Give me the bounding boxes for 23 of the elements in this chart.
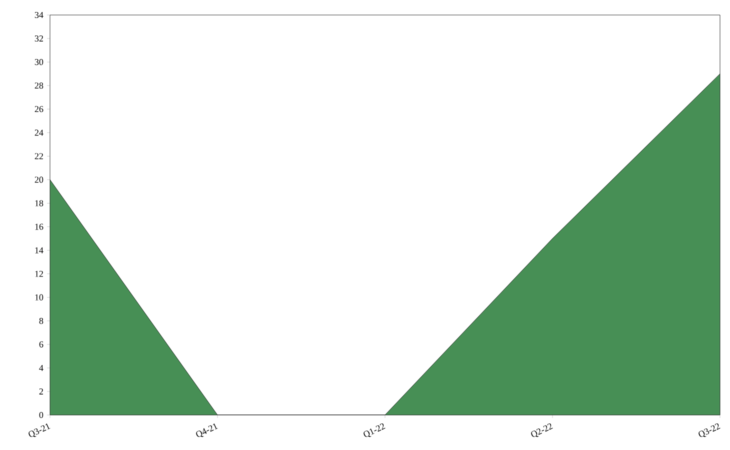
y-tick-label: 34 [34, 12, 44, 18]
y-tick-label: 24 [34, 130, 44, 136]
x-tick-label: Q3-22 [698, 423, 720, 437]
y-tick-label: 20 [34, 176, 44, 183]
y-tick-label: 6 [39, 341, 44, 348]
y-tick-label: 16 [35, 224, 44, 230]
y-tick-label: 10 [35, 294, 44, 300]
y-tick-label: 0 [39, 412, 44, 418]
y-tick-label: 28 [34, 82, 44, 89]
y-tick-label: 2 [39, 388, 43, 394]
y-tick-label: 32 [34, 36, 43, 42]
x-tick-label: Q3-21 [28, 423, 50, 437]
x-tick-label: Q2-22 [531, 423, 553, 437]
y-tick-label: 12 [35, 270, 43, 277]
y-tick-label: 30 [34, 59, 44, 66]
x-tick-label: Q4-21 [196, 423, 218, 437]
y-tick-label: 26 [34, 106, 44, 112]
y-tick-label: 14 [35, 247, 44, 254]
y-tick-label: 4 [39, 364, 44, 371]
y-tick-label: 18 [35, 200, 44, 206]
y-tick-label: 22 [34, 153, 43, 160]
x-tick-label: Q1-22 [364, 423, 386, 437]
y-tick-label: 8 [39, 318, 44, 324]
